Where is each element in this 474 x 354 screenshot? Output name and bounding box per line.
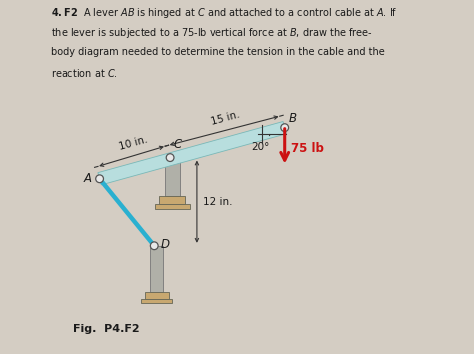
- Bar: [145, 292, 169, 299]
- Polygon shape: [98, 121, 286, 185]
- Circle shape: [96, 175, 103, 183]
- Text: B: B: [289, 112, 297, 125]
- Text: 20°: 20°: [251, 142, 269, 152]
- Text: $\bf{4.F2}$  A lever $AB$ is hinged at $C$ and attached to a control cable at $A: $\bf{4.F2}$ A lever $AB$ is hinged at $C…: [51, 6, 398, 20]
- Text: Fig.  P4.F2: Fig. P4.F2: [73, 324, 140, 334]
- Text: A: A: [84, 172, 92, 185]
- Bar: [141, 299, 172, 303]
- Text: 75 lb: 75 lb: [291, 142, 324, 155]
- Circle shape: [166, 154, 174, 161]
- Text: C: C: [173, 138, 182, 151]
- Bar: [155, 204, 190, 209]
- Circle shape: [281, 124, 289, 132]
- Text: D: D: [161, 238, 170, 251]
- Text: reaction at $C$.: reaction at $C$.: [51, 67, 118, 79]
- Text: 10 in.: 10 in.: [118, 135, 149, 152]
- Bar: [159, 196, 185, 204]
- Bar: [150, 246, 164, 292]
- Text: 12 in.: 12 in.: [203, 197, 233, 207]
- Text: body diagram needed to determine the tension in the cable and the: body diagram needed to determine the ten…: [51, 47, 385, 57]
- Text: 15 in.: 15 in.: [210, 109, 241, 126]
- Circle shape: [150, 242, 158, 250]
- Bar: [165, 158, 180, 196]
- Text: the lever is subjected to a 75-lb vertical force at $B$, draw the free-: the lever is subjected to a 75-lb vertic…: [51, 27, 374, 40]
